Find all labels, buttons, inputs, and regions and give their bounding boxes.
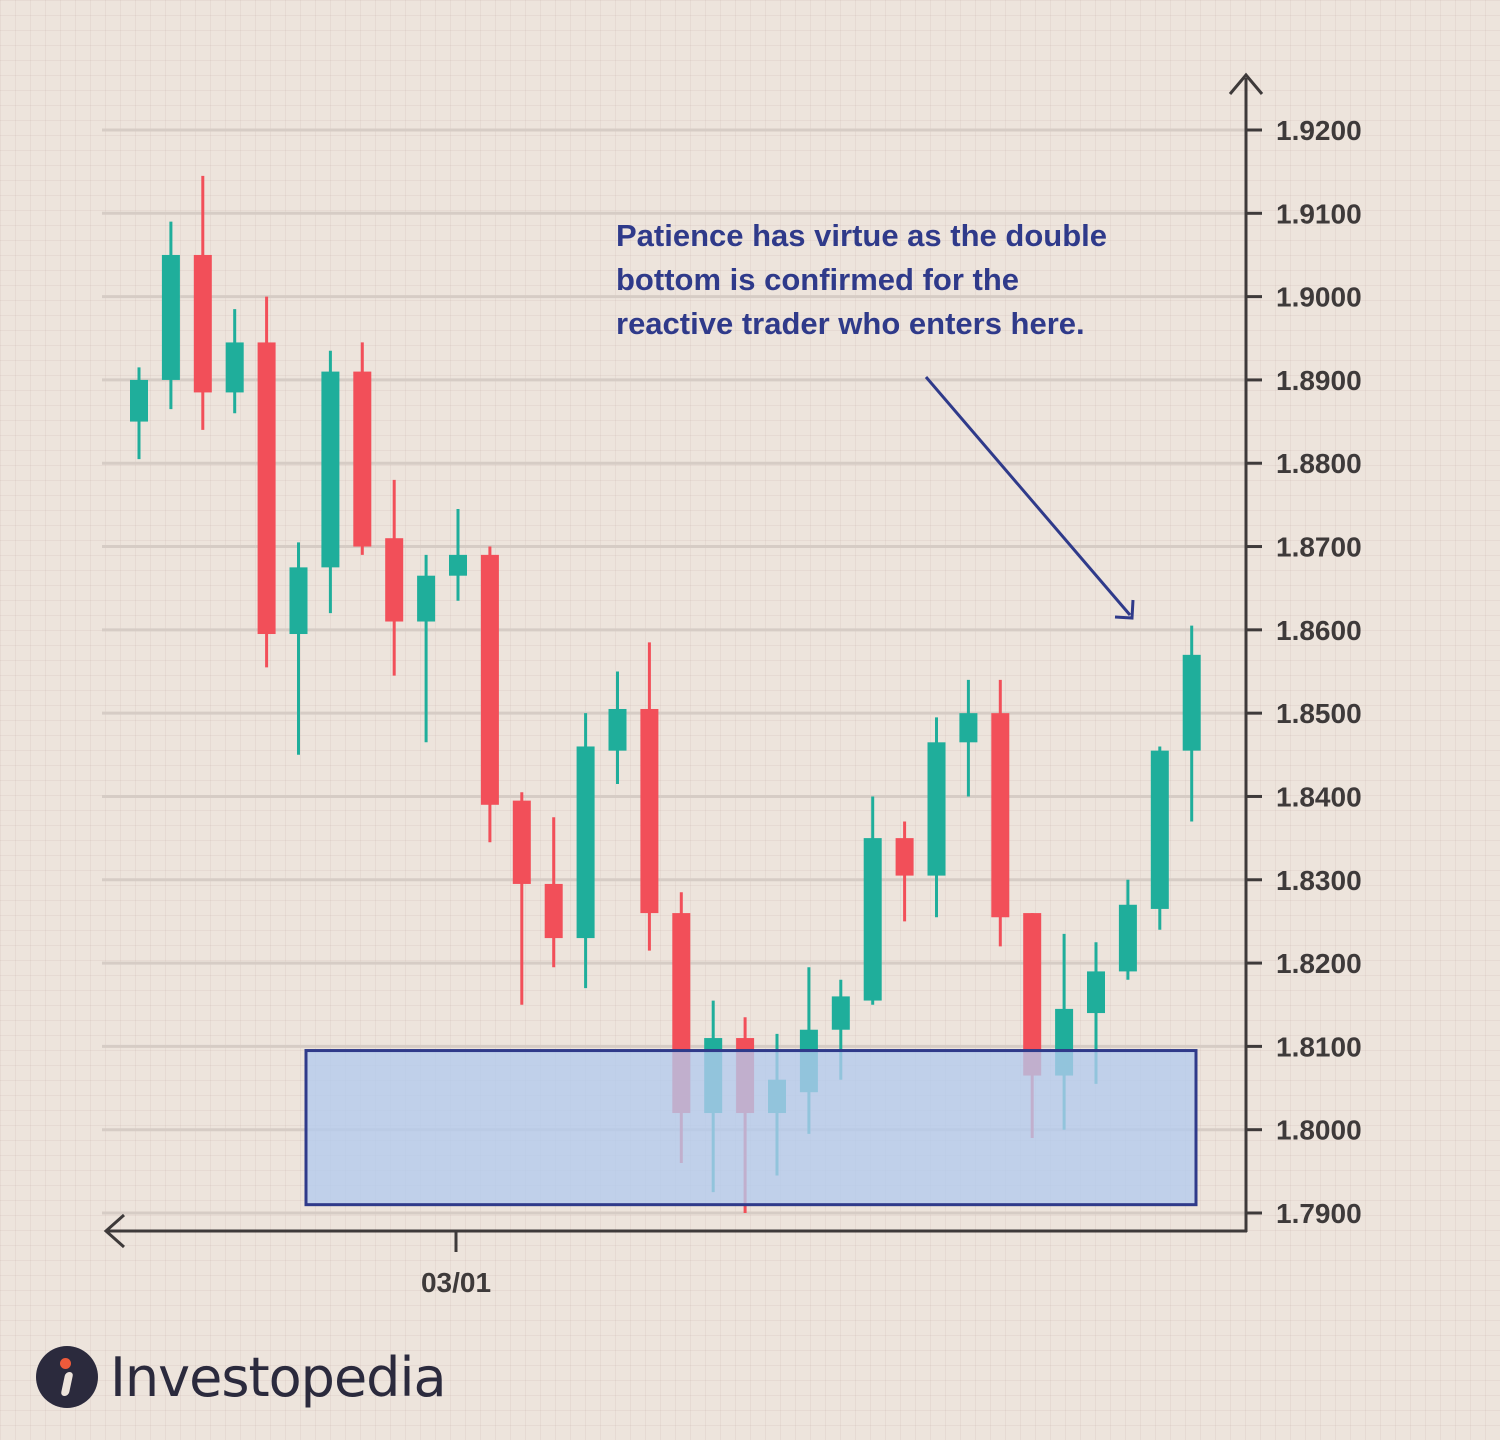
y-tick-label: 1.7900 — [1276, 1198, 1362, 1229]
y-tick-label: 1.8000 — [1276, 1115, 1362, 1146]
y-tick-label: 1.8200 — [1276, 948, 1362, 979]
candle-up — [417, 554, 436, 743]
y-ticks: 1.9200 1.9100 1.9000 1.8900 1.8800 1.8700 1.86… — [1246, 115, 1362, 1229]
candle-body — [385, 538, 404, 622]
y-tick-label: 1.8600 — [1276, 615, 1362, 646]
candle-body — [576, 746, 595, 939]
y-tick-label: 1.8900 — [1276, 365, 1362, 396]
annotation-text: Patience has virtue as the double bottom… — [616, 214, 1176, 346]
candle-up — [863, 796, 882, 1005]
investopedia-logo-icon — [36, 1346, 98, 1408]
x-tick-label: 03/01 — [421, 1267, 491, 1298]
candle-body — [512, 800, 531, 884]
candle-down — [895, 821, 914, 922]
candle-body — [130, 379, 148, 422]
candle-down — [193, 175, 212, 430]
annotation-line: reactive trader who enters here. — [616, 306, 1085, 341]
candle-up — [161, 221, 180, 410]
y-tick-label: 1.9000 — [1276, 282, 1362, 313]
candle-up — [289, 542, 308, 755]
candle-body — [193, 254, 212, 393]
candle-down — [512, 792, 531, 1005]
candle-down — [991, 679, 1010, 947]
candle-up — [225, 309, 244, 414]
candle-body — [1118, 904, 1137, 972]
candle-body — [608, 708, 627, 751]
candle-body — [225, 342, 244, 393]
candle-up — [130, 367, 148, 460]
candle-down — [640, 642, 659, 951]
candle-up — [1182, 625, 1201, 822]
candle-body — [353, 371, 372, 547]
candle-down — [385, 479, 404, 676]
arrow-head-icon — [1114, 599, 1135, 620]
candle-body — [927, 742, 946, 876]
candle-body — [991, 713, 1010, 918]
candle-body — [959, 713, 978, 743]
candle-body — [544, 883, 563, 939]
candle-down — [480, 546, 499, 843]
candle-body — [1182, 654, 1201, 751]
candle-body — [1087, 971, 1105, 1014]
candle-body — [895, 838, 914, 876]
y-tick-label: 1.8400 — [1276, 781, 1362, 812]
candle-up — [608, 671, 627, 784]
candle-down — [257, 296, 276, 668]
candle-down — [353, 342, 372, 555]
candle-up — [1118, 879, 1137, 980]
candle-body — [449, 554, 467, 576]
candle-body — [289, 567, 308, 635]
candle-body — [257, 342, 276, 635]
candle-body — [1023, 913, 1042, 1076]
y-tick-label: 1.8500 — [1276, 698, 1362, 729]
candle-body — [480, 554, 499, 805]
y-tick-label: 1.8700 — [1276, 532, 1362, 563]
candle-up — [959, 679, 978, 797]
brand-logo: Investopedia — [36, 1344, 447, 1410]
candle-down — [544, 817, 563, 968]
candle-up — [321, 350, 340, 614]
y-tick-label: 1.9100 — [1276, 198, 1362, 229]
candle-up — [1150, 746, 1169, 930]
y-tick-label: 1.9200 — [1276, 115, 1362, 146]
annotation-line: bottom is confirmed for the — [616, 262, 1019, 297]
y-tick-label: 1.8800 — [1276, 448, 1362, 479]
candle-body — [321, 371, 340, 568]
candle-body — [831, 996, 850, 1030]
candle-up — [449, 509, 467, 601]
y-tick-label: 1.8300 — [1276, 865, 1362, 896]
annotation-arrow — [924, 376, 1135, 620]
candle-body — [1150, 750, 1169, 909]
support-zone — [304, 1049, 1198, 1207]
annotation-line: Patience has virtue as the double — [616, 218, 1107, 253]
candle-up — [927, 717, 946, 918]
candle-body — [417, 575, 436, 622]
brand-name: Investopedia — [110, 1345, 447, 1409]
axes: 03/01 — [103, 72, 1264, 1298]
x-axis-arrow-icon — [103, 1213, 125, 1249]
candle-body — [640, 708, 659, 914]
candle-body — [161, 254, 180, 380]
candle-body — [863, 838, 882, 1001]
candle-up — [576, 713, 595, 989]
y-tick-label: 1.8100 — [1276, 1031, 1362, 1062]
y-axis-arrow-icon — [1228, 72, 1264, 95]
